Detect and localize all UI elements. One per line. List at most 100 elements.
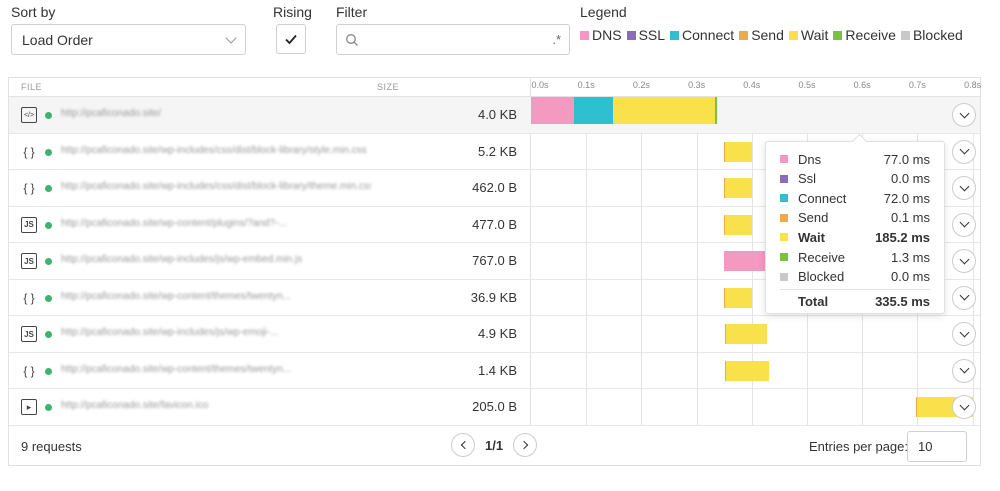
tooltip-total-value: 335.5 ms xyxy=(875,293,930,309)
tooltip-phase-name: Receive xyxy=(798,249,845,265)
chevron-down-icon xyxy=(225,31,237,44)
entries-per-page-label: Entries per page: xyxy=(809,439,909,454)
tooltip-swatch xyxy=(780,155,788,163)
chevron-down-icon xyxy=(959,363,969,374)
request-url[interactable]: http://pcaficonado.site/wp-includes/js/w… xyxy=(61,327,279,338)
request-size: 4.9 KB xyxy=(477,326,517,341)
timing-bar-segment xyxy=(724,141,753,162)
legend-item-label: SSL xyxy=(638,27,666,43)
expand-row-button[interactable] xyxy=(952,249,976,273)
timeline-gridline xyxy=(586,97,588,426)
expand-row-button[interactable] xyxy=(952,395,976,419)
table-row[interactable]: </> http://pcaficonado.site/4.0 KB xyxy=(9,97,980,134)
request-url[interactable]: http://pcaficonado.site/wp-content/theme… xyxy=(61,363,292,375)
tooltip-phase-name: Send xyxy=(798,210,829,226)
size-column-header[interactable]: SIZE xyxy=(377,82,400,92)
timing-bar-segment xyxy=(916,397,919,417)
chevron-down-icon xyxy=(959,254,969,264)
legend: DNS SSL Connect Send Wait Receive Blocked xyxy=(580,27,968,43)
tooltip-row: Wait 185.2 ms xyxy=(780,228,930,246)
table-row[interactable]: { } http://pcaficonado.site/wp-content/th… xyxy=(9,353,980,389)
expand-row-button[interactable] xyxy=(952,358,976,383)
legend-item-label: Blocked xyxy=(912,27,963,43)
timing-bar-segment xyxy=(723,251,767,271)
sort-select[interactable]: Load Order xyxy=(11,24,246,55)
expand-row-button[interactable] xyxy=(952,212,976,237)
timing-bar-segment xyxy=(724,324,727,344)
table-row[interactable]: JS http://pcaficonado.site/wp-content/plu… xyxy=(9,207,980,243)
search-icon xyxy=(346,33,358,46)
legend-item: SSL xyxy=(626,27,666,43)
request-url[interactable]: http://pcaficonado.site/wp-includes/js/w… xyxy=(61,254,303,265)
rising-checkbox[interactable] xyxy=(276,24,306,54)
expand-row-button[interactable] xyxy=(952,285,976,310)
chevron-left-icon xyxy=(460,440,469,450)
timing-bar-segment xyxy=(531,97,574,124)
checkmark-icon xyxy=(285,34,297,45)
timing-bar-segment xyxy=(613,97,716,124)
table-row[interactable]: JS http://pcaficonado.site/wp-includes/js… xyxy=(9,316,980,353)
request-url[interactable]: http://pcaficonado.site/ xyxy=(61,108,162,119)
tooltip-phase-name: Ssl xyxy=(798,171,817,187)
legend-swatch xyxy=(788,30,798,40)
legend-swatch xyxy=(833,30,843,40)
legend-swatch xyxy=(580,30,589,40)
timing-bar-segment xyxy=(723,178,726,198)
rising-label: Rising xyxy=(273,4,312,20)
tooltip-row: Ssl 0.0 ms xyxy=(780,170,930,188)
regex-toggle[interactable]: .* xyxy=(552,32,561,47)
status-dot xyxy=(45,367,52,375)
legend-item-label: Send xyxy=(751,27,784,43)
next-page-button[interactable] xyxy=(513,433,538,457)
request-url[interactable]: http://pcaficonado.site/wp-content/plugi… xyxy=(61,217,287,229)
tooltip-swatch xyxy=(780,194,788,203)
request-size: 205.0 B xyxy=(472,399,517,414)
entries-per-page-input[interactable]: 10 xyxy=(907,431,967,462)
table-row[interactable]: { } http://pcaficonado.site/wp-includes/c… xyxy=(9,170,980,207)
js-file-icon: JS xyxy=(21,253,37,269)
legend-item-label: Wait xyxy=(800,27,829,43)
request-url[interactable]: http://pcaficonado.site/wp-includes/css/… xyxy=(61,181,371,192)
timeline-tick-label: 0.5s xyxy=(798,80,816,90)
table-row[interactable]: { } http://pcaficonado.site/wp-includes/c… xyxy=(9,134,980,170)
timeline-tick-label: 0.0s xyxy=(531,80,549,90)
tooltip-phase-value: 185.2 ms xyxy=(875,229,930,245)
table-row[interactable]: { } http://pcaficonado.site/wp-content/th… xyxy=(9,280,980,316)
tooltip-swatch xyxy=(780,213,788,222)
expand-row-button[interactable] xyxy=(952,176,976,200)
timeline-gridline xyxy=(641,97,643,426)
tooltip-total-label: Total xyxy=(798,293,829,309)
tooltip-row: Receive 1.3 ms xyxy=(780,248,930,266)
legend-swatch xyxy=(670,30,680,40)
json-file-icon: { } xyxy=(23,144,35,159)
request-size: 4.0 KB xyxy=(477,107,517,122)
status-dot xyxy=(45,148,52,156)
legend-swatch xyxy=(739,30,749,40)
expand-row-button[interactable] xyxy=(952,322,976,346)
tooltip-row: Blocked 0.0 ms xyxy=(780,268,930,286)
request-url[interactable]: http://pcaficonado.site/favicon.ico xyxy=(61,400,209,411)
expand-row-button[interactable] xyxy=(952,103,976,127)
tooltip-phase-value: 0.1 ms xyxy=(890,210,930,226)
table-header: FILE SIZE 0.0s 0.1s 0.2s 0.3s 0.4s 0.5s 0.6s 0.… xyxy=(9,78,981,97)
html-file-icon: </> xyxy=(21,107,37,123)
tooltip-phase-value: 0.0 ms xyxy=(890,171,930,187)
expand-row-button[interactable] xyxy=(952,139,976,164)
timing-bar-segment xyxy=(723,287,726,308)
legend-label: Legend xyxy=(580,4,627,20)
tooltip-swatch xyxy=(780,233,788,242)
prev-page-button[interactable] xyxy=(451,433,475,457)
request-size: 36.9 KB xyxy=(470,289,517,305)
legend-item-label: Connect xyxy=(682,27,735,43)
filter-input[interactable]: .* xyxy=(336,24,570,55)
table-row[interactable]: ▸ http://pcaficonado.site/favicon.ico 205.… xyxy=(9,389,980,426)
chevron-right-icon xyxy=(519,440,528,450)
request-url[interactable]: http://pcaficonado.site/wp-includes/css/… xyxy=(61,144,367,156)
chevron-down-icon xyxy=(959,217,969,228)
file-column-header[interactable]: FILE xyxy=(21,82,43,92)
legend-item: Wait xyxy=(788,27,829,43)
timeline-tick-label: 0.4s xyxy=(743,80,761,90)
tooltip-phase-value: 72.0 ms xyxy=(883,190,930,206)
request-url[interactable]: http://pcaficonado.site/wp-content/theme… xyxy=(61,290,292,302)
tooltip-swatch xyxy=(780,174,788,183)
